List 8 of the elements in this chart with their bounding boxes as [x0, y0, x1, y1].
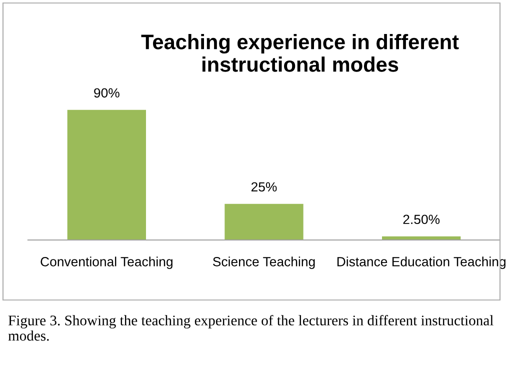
data-label: 90%: [94, 88, 120, 98]
caption: Figure 3. Showing the teaching experience of the lecturers in different instructional modes.: [8, 315, 494, 341]
chart-title: Teaching experience in different instructional modes: [141, 34, 459, 72]
x-tick-label: Distance Education Teaching: [337, 256, 506, 269]
x-tick-label: Conventional Teaching: [40, 256, 172, 269]
data-label: 2.50%: [403, 214, 440, 224]
x-tick-label: Science Teaching: [213, 256, 315, 269]
data-label: 25%: [251, 182, 277, 192]
